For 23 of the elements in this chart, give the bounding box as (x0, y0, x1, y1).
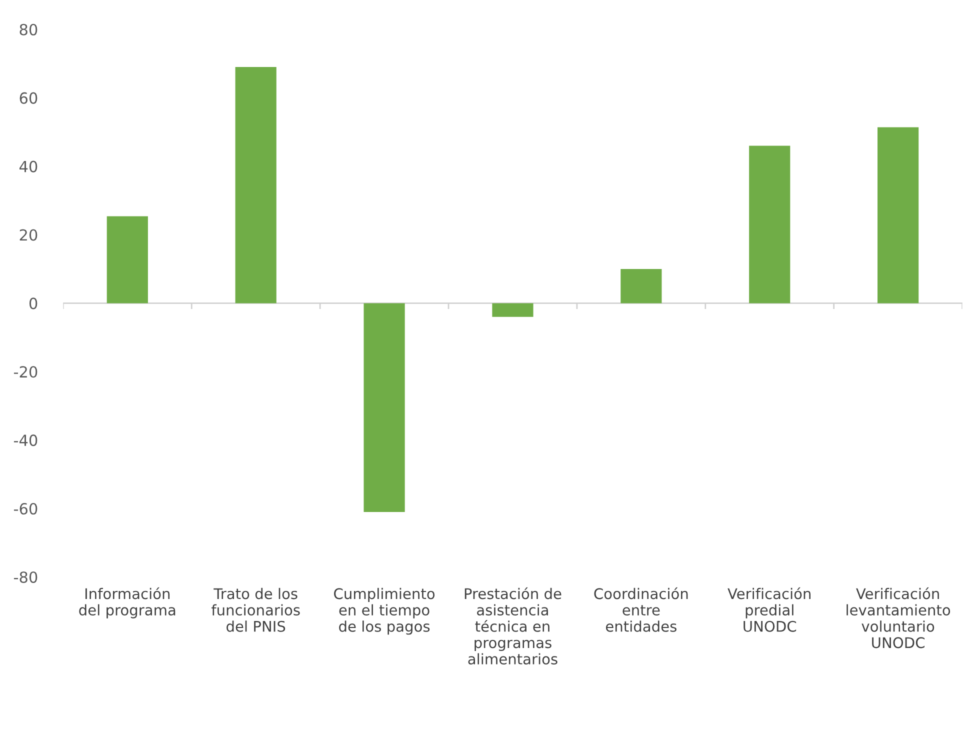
bar (620, 268, 662, 304)
x-tick-label: Prestación de asistencia técnica en programas alimentarios (464, 587, 562, 665)
y-tick-label: 60 (20, 92, 38, 104)
bar (235, 67, 276, 304)
x-tick-label: Trato de los funcionarios del PNIS (212, 588, 300, 632)
y-tick-label: 80 (20, 24, 38, 36)
bar (492, 303, 534, 317)
bar (106, 216, 148, 304)
x-tick-label: Coordinación entre entidades (594, 587, 688, 632)
x-tick-label: Verificación predial UNODC (728, 587, 810, 632)
y-tick-label: -20 (14, 366, 38, 378)
x-tick-label: Verificación levantamiento voluntario UNODC (846, 587, 950, 648)
x-tick-label: Cumplimiento en el tiempo de los pagos (334, 588, 435, 635)
y-tick-label: 20 (20, 229, 38, 241)
bar (749, 146, 790, 304)
bar (878, 127, 919, 304)
y-tick-label: 40 (19, 160, 38, 172)
y-tick-label: -80 (14, 571, 38, 583)
y-tick-label: -40 (14, 434, 38, 446)
bar (364, 303, 405, 512)
y-tick-label: -60 (14, 502, 38, 515)
x-tick-label: Información del programa (79, 587, 176, 618)
y-tick-label: 0 (29, 298, 38, 310)
